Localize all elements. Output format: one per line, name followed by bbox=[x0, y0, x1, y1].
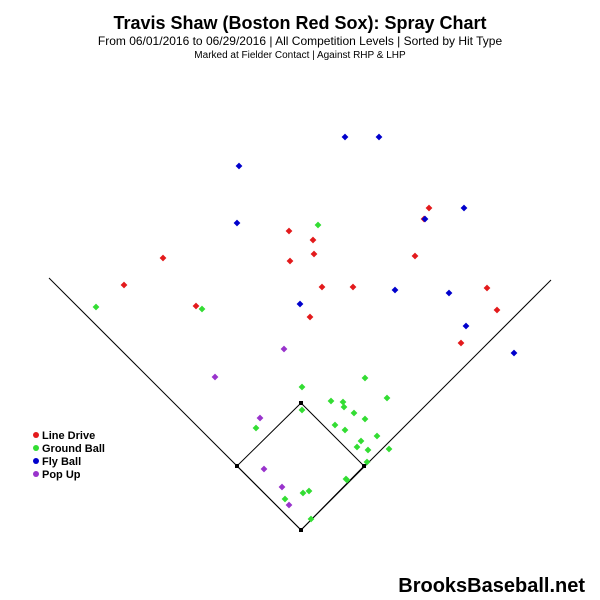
legend-label-fly-ball: Fly Ball bbox=[42, 456, 81, 468]
point-pop-up-4 bbox=[278, 483, 286, 491]
point-ground-ball-22 bbox=[343, 476, 351, 484]
point-fly-ball-2 bbox=[235, 162, 243, 170]
point-pop-up-1 bbox=[211, 373, 219, 381]
legend-marker-pop-up bbox=[33, 471, 39, 477]
data-points bbox=[92, 133, 518, 523]
point-ground-ball-24 bbox=[299, 489, 307, 497]
point-ground-ball-2 bbox=[198, 305, 206, 313]
point-pop-up-0 bbox=[280, 345, 288, 353]
legend-marker-fly-ball bbox=[33, 458, 39, 464]
point-fly-ball-1 bbox=[375, 133, 383, 141]
third-base bbox=[235, 464, 239, 468]
point-line-drive-14 bbox=[306, 313, 314, 321]
point-ground-ball-26 bbox=[307, 515, 315, 523]
point-line-drive-8 bbox=[120, 281, 128, 289]
legend-item-fly-ball: Fly Ball bbox=[33, 456, 81, 468]
point-fly-ball-8 bbox=[296, 300, 304, 308]
legend-item-pop-up: Pop Up bbox=[33, 469, 81, 481]
point-line-drive-13 bbox=[493, 306, 501, 314]
point-ground-ball-12 bbox=[361, 415, 369, 423]
point-fly-ball-9 bbox=[462, 322, 470, 330]
point-fly-ball-3 bbox=[460, 204, 468, 212]
point-ground-ball-17 bbox=[385, 445, 393, 453]
point-line-drive-11 bbox=[483, 284, 491, 292]
second-base bbox=[299, 401, 303, 405]
legend-marker-line-drive bbox=[33, 432, 39, 438]
legend-item-ground-ball: Ground Ball bbox=[33, 443, 105, 455]
point-pop-up-3 bbox=[260, 465, 268, 473]
point-line-drive-0 bbox=[425, 204, 433, 212]
point-fly-ball-7 bbox=[445, 289, 453, 297]
watermark: BrooksBaseball.net bbox=[398, 575, 585, 597]
point-ground-ball-9 bbox=[298, 406, 306, 414]
point-ground-ball-4 bbox=[298, 383, 306, 391]
point-ground-ball-10 bbox=[350, 409, 358, 417]
legend-marker-ground-ball bbox=[33, 445, 39, 451]
point-line-drive-3 bbox=[309, 236, 317, 244]
point-ground-ball-11 bbox=[331, 421, 339, 429]
point-line-drive-6 bbox=[159, 254, 167, 262]
home-plate bbox=[299, 528, 303, 532]
point-ground-ball-23 bbox=[305, 487, 313, 495]
point-fly-ball-6 bbox=[391, 286, 399, 294]
legend-label-ground-ball: Ground Ball bbox=[42, 443, 105, 455]
point-line-drive-7 bbox=[286, 257, 294, 265]
first-base bbox=[362, 464, 366, 468]
field-lines bbox=[48, 277, 552, 532]
point-ground-ball-18 bbox=[353, 443, 361, 451]
point-ground-ball-25 bbox=[281, 495, 289, 503]
infield-diamond bbox=[236, 402, 365, 531]
chart-title: Travis Shaw (Boston Red Sox): Spray Char… bbox=[113, 13, 486, 33]
point-line-drive-9 bbox=[318, 283, 326, 291]
point-fly-ball-4 bbox=[233, 219, 241, 227]
point-ground-ball-16 bbox=[357, 437, 365, 445]
point-line-drive-5 bbox=[411, 252, 419, 260]
point-ground-ball-14 bbox=[373, 432, 381, 440]
point-ground-ball-13 bbox=[341, 426, 349, 434]
point-ground-ball-0 bbox=[314, 221, 322, 229]
point-line-drive-12 bbox=[192, 302, 200, 310]
point-fly-ball-0 bbox=[341, 133, 349, 141]
point-pop-up-2 bbox=[256, 414, 264, 422]
point-ground-ball-7 bbox=[339, 398, 347, 406]
point-ground-ball-5 bbox=[383, 394, 391, 402]
point-ground-ball-19 bbox=[364, 446, 372, 454]
point-ground-ball-6 bbox=[327, 397, 335, 405]
point-fly-ball-10 bbox=[510, 349, 518, 357]
chart-subtitle: From 06/01/2016 to 06/29/2016 | All Comp… bbox=[98, 34, 503, 48]
point-ground-ball-3 bbox=[361, 374, 369, 382]
point-line-drive-2 bbox=[285, 227, 293, 235]
point-ground-ball-1 bbox=[92, 303, 100, 311]
point-line-drive-10 bbox=[349, 283, 357, 291]
point-pop-up-5 bbox=[285, 501, 293, 509]
legend-label-pop-up: Pop Up bbox=[42, 469, 81, 481]
point-line-drive-15 bbox=[457, 339, 465, 347]
legend: Line Drive Ground Ball Fly Ball Pop Up bbox=[33, 430, 105, 481]
point-line-drive-4 bbox=[310, 250, 318, 258]
chart-subtitle-secondary: Marked at Fielder Contact | Against RHP … bbox=[194, 50, 406, 61]
legend-item-line-drive: Line Drive bbox=[33, 430, 95, 442]
point-ground-ball-8 bbox=[340, 403, 348, 411]
point-ground-ball-15 bbox=[252, 424, 260, 432]
legend-label-line-drive: Line Drive bbox=[42, 430, 95, 442]
point-fly-ball-5 bbox=[421, 215, 429, 223]
point-ground-ball-20 bbox=[363, 458, 371, 466]
